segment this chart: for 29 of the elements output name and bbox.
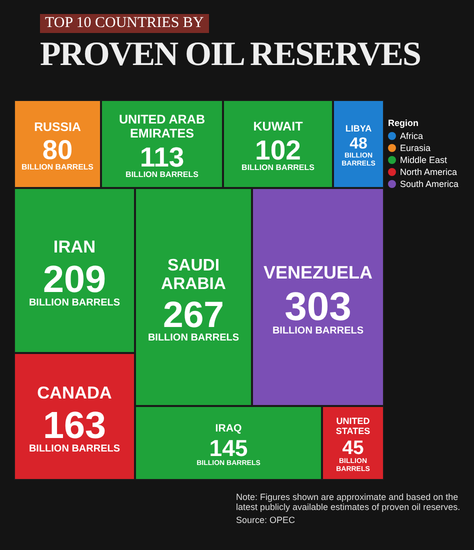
text: TOP 10 COUNTRIES BY xyxy=(40,14,209,33)
category-label: UNITED ARAB EMIRATES xyxy=(118,112,206,141)
data-label: 102 xyxy=(255,134,301,166)
category-label: SAUDI ARABIA xyxy=(161,255,226,293)
text: PROVEN OIL RESERVES xyxy=(40,36,420,74)
text: BILLION BARRELS xyxy=(126,170,198,179)
category-label: CANADA xyxy=(37,382,112,403)
text: BILLION BARRELS xyxy=(148,332,240,344)
text: BILLION BARRELS xyxy=(242,162,314,172)
legend-label: Africa xyxy=(400,131,424,141)
legend-label: South America xyxy=(400,179,459,189)
legend-label: Eurasia xyxy=(400,143,431,153)
text: Note: Figures shown are approximate and based on the latest publicly available estimates of proven oil reserves. xyxy=(236,492,462,512)
category-label: RUSSIA xyxy=(34,120,81,134)
legend-label: Middle East xyxy=(400,155,448,165)
category-label: IRAQ xyxy=(215,422,242,435)
data-label: 80 xyxy=(42,134,73,166)
data-label: 113 xyxy=(140,141,184,172)
category-label: KUWAIT xyxy=(253,120,304,134)
data-label: 145 xyxy=(209,434,248,461)
category-label: IRAN xyxy=(53,236,96,257)
source-note: Source: OPEC xyxy=(236,515,296,525)
category-label: LIBYA xyxy=(345,124,372,134)
legend-label: North America xyxy=(400,167,458,177)
category-label: UNITED STATES xyxy=(336,416,370,436)
legend-title: Region xyxy=(388,118,420,128)
data-label: 45 xyxy=(342,437,364,460)
data-label: 48 xyxy=(350,135,368,152)
category-label: VENEZUELA xyxy=(263,262,373,282)
